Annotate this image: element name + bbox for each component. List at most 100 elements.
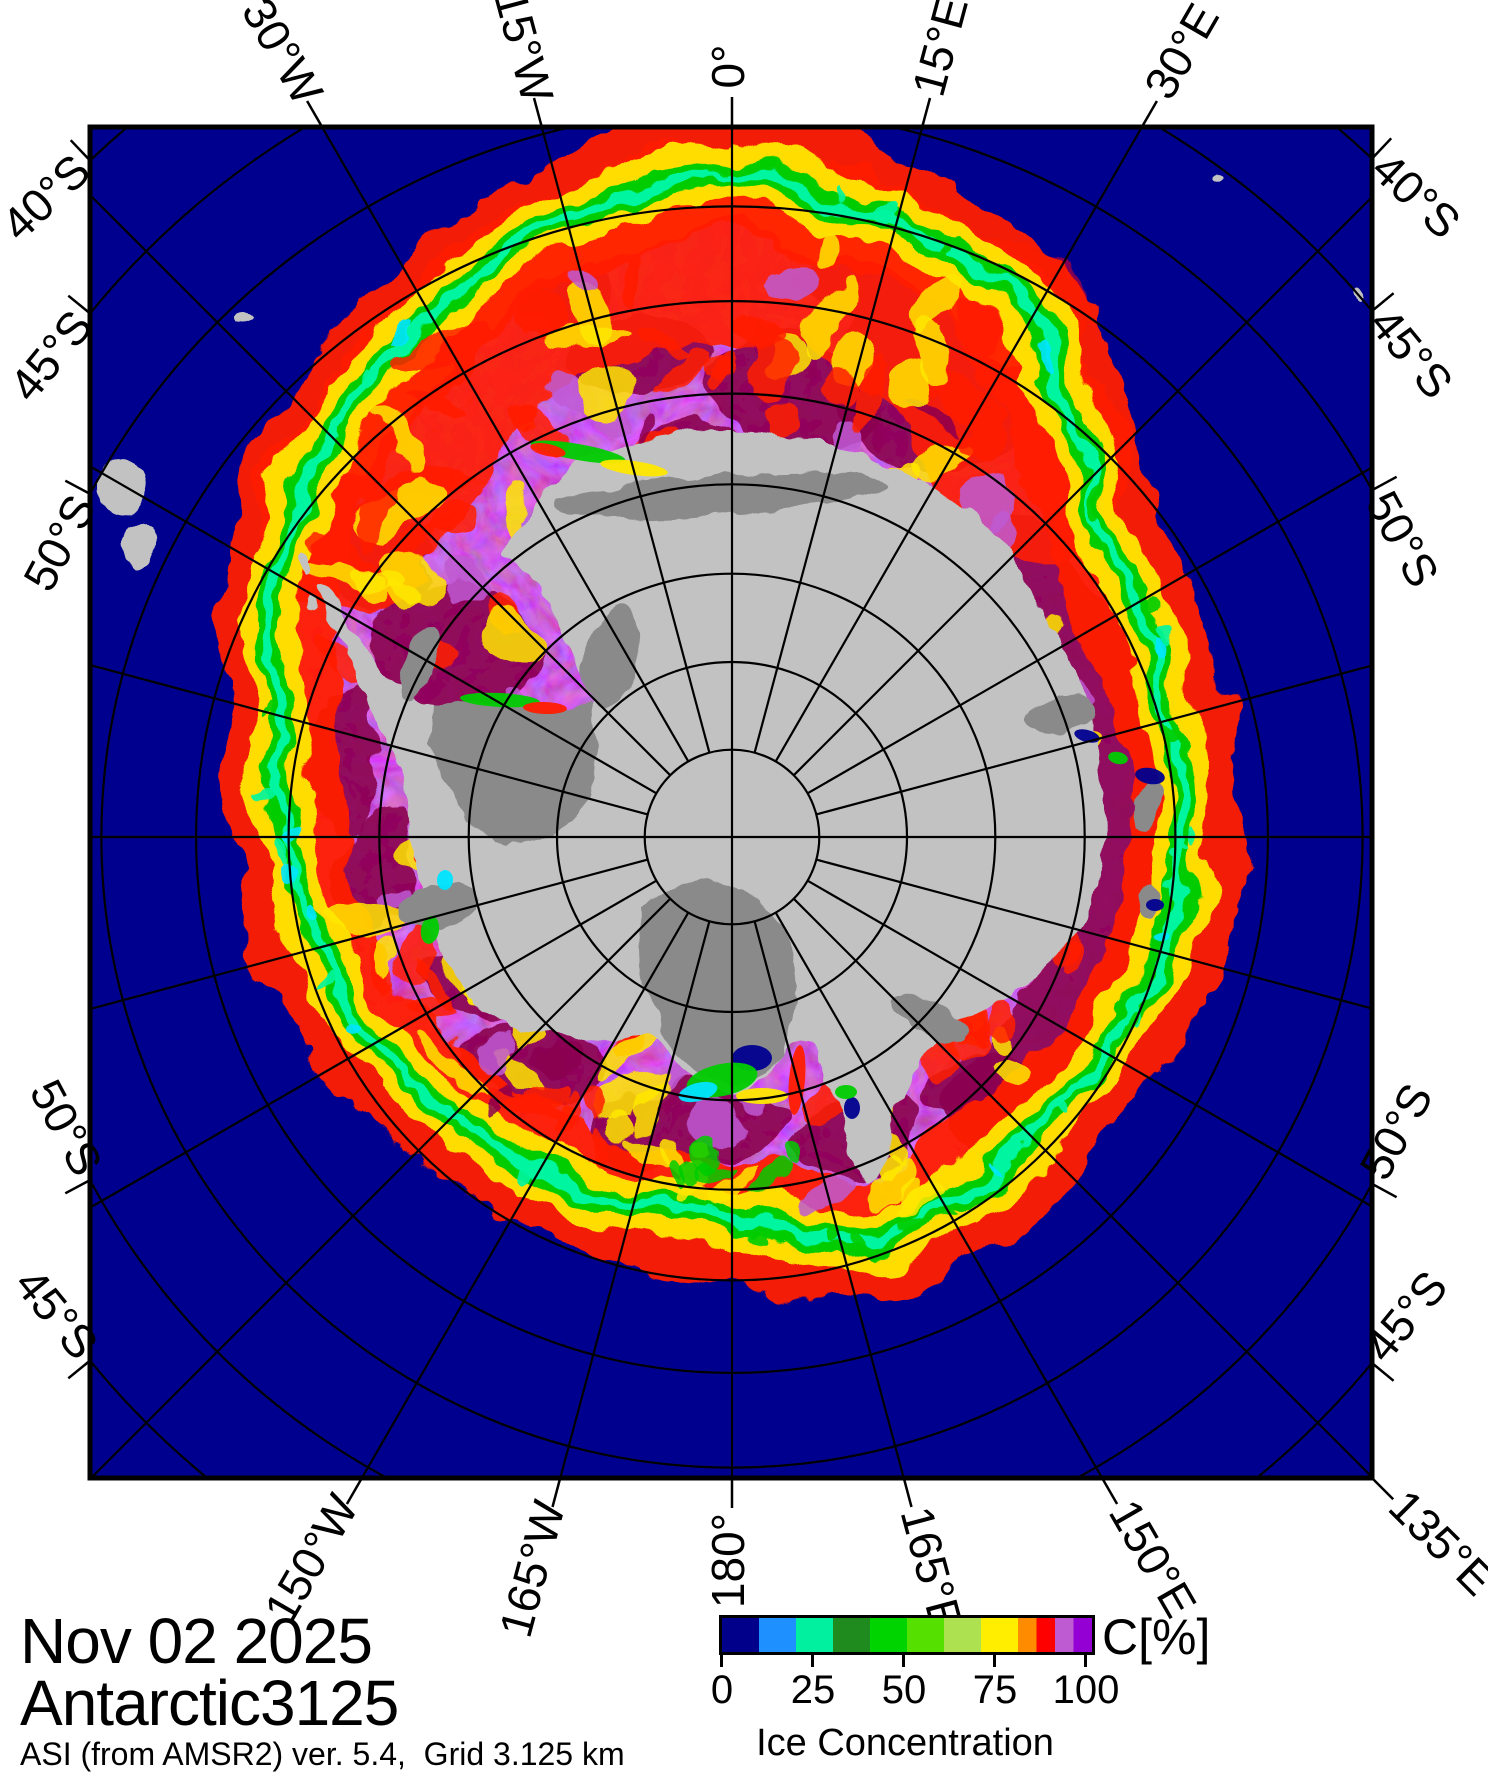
data-source-line: ASI (from AMSR2) ver. 5.4, Grid 3.125 km bbox=[20, 1736, 625, 1772]
latitude-label-tick bbox=[1371, 1182, 1398, 1199]
ice-patch bbox=[361, 474, 401, 544]
longitude-label-tick bbox=[551, 1477, 562, 1508]
drift-ice-speck bbox=[1177, 834, 1191, 850]
ice-shelf-patch bbox=[892, 993, 968, 1043]
drift-ice-speck bbox=[360, 368, 378, 386]
coastal-accent bbox=[1146, 899, 1164, 911]
colorbar-unit-label: C[%] bbox=[1102, 1609, 1211, 1665]
longitude-label-tick bbox=[902, 1477, 913, 1508]
latitude-label: 40°S bbox=[1362, 142, 1471, 249]
meridian-line bbox=[90, 897, 672, 1478]
ice-shelf-patch bbox=[400, 882, 480, 928]
coastal-accent bbox=[1108, 751, 1128, 765]
meridian-line bbox=[90, 465, 657, 795]
coastal-accent bbox=[460, 692, 540, 708]
ice-patch bbox=[780, 257, 822, 303]
ice-patch bbox=[604, 1018, 650, 1086]
coastal-accent bbox=[420, 916, 440, 944]
meridian-line bbox=[559, 921, 711, 1478]
drift-ice-speck bbox=[711, 1209, 724, 1222]
ice-patch bbox=[714, 1167, 758, 1207]
ice-shelf-patch bbox=[583, 604, 641, 706]
coastal-accent bbox=[844, 1097, 860, 1119]
longitude-label: 150°E bbox=[1099, 1491, 1207, 1626]
colorbar-tick bbox=[720, 1655, 723, 1667]
longitude-label-tick bbox=[1140, 100, 1158, 128]
colorbar-tick-label: 50 bbox=[881, 1668, 927, 1712]
island bbox=[1209, 176, 1223, 184]
island bbox=[122, 521, 158, 569]
colorbar-tick-label: 100 bbox=[1052, 1668, 1120, 1712]
ice-patch bbox=[914, 324, 968, 388]
drift-ice-speck bbox=[393, 324, 409, 340]
ice-patch bbox=[1002, 1050, 1034, 1086]
meridian-line bbox=[792, 195, 1372, 777]
colorbar-tick bbox=[1084, 1655, 1087, 1667]
colorbar-tick-label: 0 bbox=[710, 1668, 734, 1712]
meridian-line bbox=[774, 912, 1104, 1478]
ice-patch bbox=[482, 1030, 508, 1076]
ice-patch bbox=[956, 366, 1006, 458]
drift-ice-speck bbox=[897, 1217, 921, 1231]
ice-patch bbox=[384, 577, 416, 607]
latitude-label-tick bbox=[1371, 292, 1395, 312]
ice-patch bbox=[753, 1168, 793, 1198]
meridian-line bbox=[807, 466, 1372, 795]
meridian-line bbox=[360, 912, 690, 1478]
drift-ice-speck bbox=[752, 1238, 766, 1248]
colorbar-tick-label: 75 bbox=[972, 1668, 1018, 1712]
ice-patch bbox=[632, 324, 678, 358]
longitude-label: 30°E bbox=[1134, 0, 1229, 107]
ice-patch bbox=[425, 1039, 493, 1097]
colorbar-axis-label: Ice Concentration bbox=[756, 1722, 1054, 1764]
ice-patch bbox=[889, 361, 943, 409]
latitude-label-tick bbox=[67, 1359, 91, 1380]
latitude-label-tick bbox=[64, 1178, 91, 1195]
ice-patch bbox=[582, 369, 632, 419]
colorbar-tick bbox=[811, 1655, 814, 1667]
drift-ice-speck bbox=[304, 904, 318, 922]
drift-ice-speck bbox=[1090, 491, 1108, 509]
ice-patch bbox=[529, 1039, 583, 1067]
meridian-line bbox=[792, 897, 1372, 1478]
longitude-label-tick bbox=[345, 1477, 363, 1505]
ice-patch bbox=[668, 1161, 690, 1191]
longitude-label: 15°E bbox=[902, 0, 978, 101]
ice-patch bbox=[704, 344, 730, 398]
drift-ice-speck bbox=[275, 858, 297, 876]
drift-ice-speck bbox=[272, 842, 286, 860]
ice-patch bbox=[704, 1163, 738, 1183]
drift-ice-speck bbox=[1036, 338, 1050, 358]
ice-patch bbox=[535, 323, 629, 353]
ice-patch bbox=[682, 1164, 710, 1190]
drift-ice-speck bbox=[853, 1227, 865, 1245]
meridian-line bbox=[540, 127, 711, 753]
drift-ice-speck bbox=[1158, 633, 1170, 651]
drift-ice-speck bbox=[1059, 1104, 1071, 1122]
ice-patch bbox=[1050, 948, 1076, 976]
drift-ice-speck bbox=[350, 1027, 370, 1041]
ice-patch bbox=[404, 324, 498, 358]
island bbox=[308, 595, 316, 609]
drift-ice-speck bbox=[263, 790, 287, 808]
island bbox=[98, 458, 146, 518]
ice-patch bbox=[582, 1088, 614, 1118]
ice-patch bbox=[794, 276, 858, 364]
coastal-accent bbox=[835, 1085, 857, 1099]
drift-ice-speck bbox=[1142, 600, 1162, 618]
meridian-line bbox=[90, 193, 672, 777]
drift-ice-speck bbox=[833, 1225, 847, 1243]
ice-patch bbox=[913, 280, 967, 334]
ice-shelf-patch bbox=[1133, 775, 1161, 831]
drift-ice-speck bbox=[936, 248, 946, 258]
longitude-label: 15°W bbox=[484, 0, 564, 108]
longitude-label-tick bbox=[920, 97, 932, 128]
ice-patch bbox=[482, 608, 536, 664]
ice-patch bbox=[622, 252, 646, 302]
drift-ice-speck bbox=[1163, 720, 1185, 738]
ice-patch bbox=[413, 386, 459, 410]
longitude-label-tick bbox=[1101, 1477, 1119, 1505]
ice-patch bbox=[787, 1144, 805, 1172]
coastal-accent bbox=[530, 443, 566, 457]
ice-patch bbox=[630, 1132, 676, 1168]
